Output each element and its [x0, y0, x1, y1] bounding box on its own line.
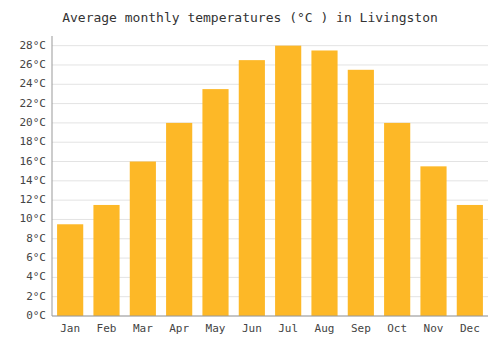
- bar: [420, 166, 446, 316]
- y-axis-line: [52, 36, 53, 316]
- x-tick-label: Nov: [424, 322, 444, 335]
- bar: [166, 123, 192, 316]
- x-tick-label: Feb: [97, 322, 117, 335]
- x-tick-labels: Jan Feb Mar Apr May Jun Jul Aug Sep Oct Nov Dec: [60, 322, 480, 335]
- y-tick-labels: 0°C 2°C 4°C 6°C 8°C 10°C 12°C 14°C 16°C 18°C 20°C 2…: [20, 39, 47, 322]
- x-tick-label: Aug: [315, 322, 335, 335]
- y-grid: [52, 46, 488, 316]
- y-tick-label: 2°C: [26, 290, 46, 303]
- grid-line: [52, 45, 488, 46]
- y-tick-label: 22°C: [20, 97, 47, 110]
- bars: [57, 46, 483, 316]
- y-tick-label: 26°C: [20, 58, 47, 71]
- y-tick-label: 0°C: [26, 309, 46, 322]
- bar: [130, 162, 156, 316]
- bar: [275, 46, 301, 316]
- bar: [311, 50, 337, 316]
- chart-container: 0°C 2°C 4°C 6°C 8°C 10°C 12°C 14°C 16°C 18°C 20°C 2…: [0, 0, 500, 350]
- bar: [457, 205, 483, 316]
- y-tick-label: 4°C: [26, 270, 46, 283]
- x-tick-label: Dec: [460, 322, 480, 335]
- y-tick-label: 28°C: [20, 39, 47, 52]
- bar: [348, 70, 374, 316]
- y-tick-label: 18°C: [20, 135, 47, 148]
- chart: 0°C 2°C 4°C 6°C 8°C 10°C 12°C 14°C 16°C 18°C 20°C 2…: [0, 0, 500, 350]
- y-tick-label: 14°C: [20, 174, 47, 187]
- x-axis-line: [52, 316, 488, 317]
- grid-line: [52, 103, 488, 104]
- y-tick-label: 8°C: [26, 232, 46, 245]
- x-tick-label: Apr: [169, 322, 189, 335]
- grid-line: [52, 161, 488, 162]
- x-tick-label: Mar: [133, 322, 153, 335]
- bar: [384, 123, 410, 316]
- bar: [93, 205, 119, 316]
- y-tick-label: 12°C: [20, 193, 47, 206]
- bar: [57, 224, 83, 316]
- y-tick-label: 16°C: [20, 155, 47, 168]
- bar: [239, 60, 265, 316]
- grid-line: [52, 316, 488, 317]
- x-tick-label: May: [206, 322, 226, 335]
- x-tick-label: Jan: [60, 322, 80, 335]
- title: Average monthly temperatures (°C ) in Li…: [62, 10, 438, 25]
- x-tick-label: Jun: [242, 322, 262, 335]
- x-tick-label: Sep: [351, 322, 371, 335]
- x-tick-label: Jul: [278, 322, 298, 335]
- grid-line: [52, 64, 488, 65]
- y-tick-label: 10°C: [20, 212, 47, 225]
- bar: [202, 89, 228, 316]
- y-tick-label: 20°C: [20, 116, 47, 129]
- grid-line: [52, 142, 488, 143]
- grid-line: [52, 122, 488, 123]
- grid-line: [52, 84, 488, 85]
- y-tick-label: 6°C: [26, 251, 46, 264]
- x-tick-label: Oct: [387, 322, 407, 335]
- y-tick-label: 24°C: [20, 77, 47, 90]
